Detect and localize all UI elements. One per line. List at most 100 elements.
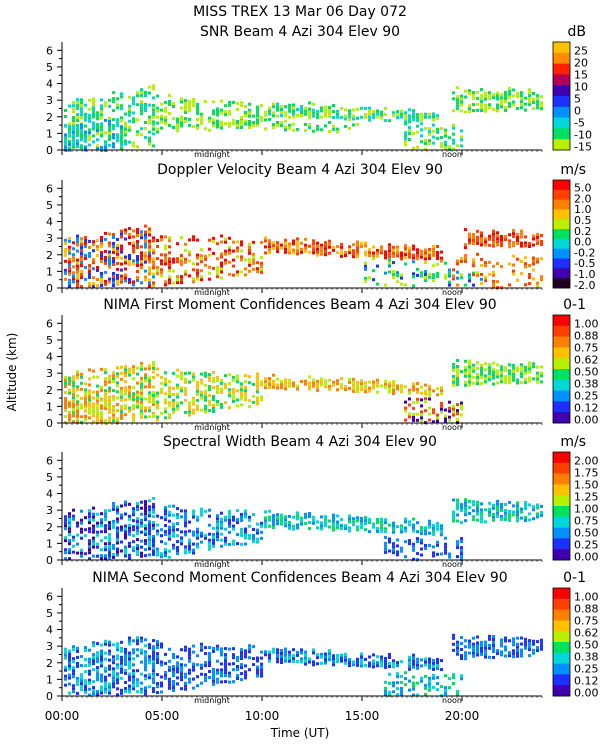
- data-cell: [364, 267, 367, 271]
- data-cell: [516, 369, 519, 373]
- y-tick-label: 5: [46, 607, 53, 620]
- data-cell: [144, 376, 147, 380]
- data-cell: [536, 241, 539, 245]
- data-cell: [208, 664, 211, 667]
- data-cell: [480, 652, 483, 656]
- data-cell: [532, 98, 535, 101]
- data-cell: [272, 523, 275, 527]
- data-cell: [80, 676, 83, 680]
- data-cell: [308, 126, 311, 130]
- data-cell: [540, 365, 543, 369]
- data-cell: [532, 508, 535, 512]
- data-cell: [212, 526, 215, 530]
- data-cell: [168, 665, 171, 669]
- data-cell: [216, 677, 219, 681]
- data-cell: [284, 518, 287, 522]
- data-cell: [244, 533, 247, 537]
- data-cell: [324, 241, 327, 245]
- data-cell: [528, 276, 531, 279]
- data-cell: [528, 376, 531, 380]
- data-cell: [120, 232, 123, 236]
- colorbar-tick-label: -2.0: [574, 279, 595, 292]
- data-cell: [424, 686, 427, 690]
- data-cell: [516, 642, 519, 646]
- data-cell: [80, 688, 83, 692]
- data-cell: [64, 415, 67, 418]
- data-cell: [224, 656, 227, 660]
- data-cell: [72, 411, 75, 415]
- data-cell: [468, 279, 471, 283]
- data-cell: [228, 121, 231, 125]
- data-cell: [164, 530, 167, 534]
- data-cell: [72, 139, 75, 143]
- data-cell: [128, 684, 131, 688]
- data-cell: [168, 416, 171, 420]
- data-cell: [412, 253, 415, 257]
- data-cell: [108, 241, 111, 245]
- data-cell: [272, 520, 275, 524]
- colorbar-swatch: [553, 390, 570, 402]
- data-cell: [140, 245, 143, 249]
- data-cell: [148, 676, 151, 680]
- data-cell: [184, 521, 187, 525]
- data-cell: [540, 638, 543, 642]
- data-cell: [468, 104, 471, 108]
- data-cell: [196, 386, 199, 390]
- data-cell: [148, 385, 151, 389]
- data-cell: [172, 126, 175, 129]
- data-cell: [516, 257, 519, 261]
- data-cell: [92, 668, 95, 672]
- data-cell: [180, 509, 183, 513]
- data-cell: [304, 123, 307, 126]
- data-cell: [316, 127, 319, 131]
- data-cell: [148, 529, 151, 533]
- y-tick-label: 0: [46, 282, 53, 295]
- data-cell: [480, 366, 483, 370]
- data-cell: [424, 663, 427, 667]
- data-cell: [360, 385, 363, 389]
- data-cell: [228, 521, 231, 525]
- data-cell: [120, 395, 123, 399]
- data-cell: [412, 115, 415, 119]
- data-cell: [236, 101, 239, 105]
- data-cell: [164, 548, 167, 552]
- data-cell: [76, 370, 79, 374]
- data-cell: [176, 281, 179, 285]
- data-cell: [296, 243, 299, 247]
- data-cell: [308, 527, 311, 530]
- data-cell: [152, 648, 155, 652]
- data-cell: [432, 529, 435, 533]
- data-cell: [284, 247, 287, 251]
- colorbar-swatch: [553, 598, 570, 610]
- data-cell: [232, 375, 235, 379]
- data-cell: [520, 363, 523, 367]
- data-cell: [420, 391, 423, 395]
- data-cell: [468, 651, 471, 655]
- data-cell: [228, 272, 231, 276]
- data-cell: [524, 265, 527, 269]
- data-cell: [152, 657, 155, 661]
- data-cell: [68, 146, 71, 150]
- data-cell: [356, 387, 359, 390]
- data-cell: [136, 396, 139, 400]
- data-cell: [316, 526, 319, 530]
- data-cell: [424, 112, 427, 116]
- data-cell: [136, 508, 139, 512]
- data-cell: [476, 653, 479, 657]
- data-cell: [224, 515, 227, 519]
- data-cell: [540, 257, 543, 261]
- data-cell: [456, 359, 459, 362]
- data-cell: [284, 387, 287, 391]
- data-cell: [412, 132, 415, 135]
- data-cell: [84, 244, 87, 248]
- data-cell: [108, 416, 111, 420]
- data-cell: [104, 527, 107, 531]
- data-cell: [144, 515, 147, 519]
- data-cell: [388, 690, 391, 694]
- data-cell: [496, 262, 499, 266]
- data-cell: [440, 659, 443, 663]
- data-cell: [360, 115, 363, 119]
- data-cell: [216, 119, 219, 123]
- data-cell: [528, 245, 531, 248]
- data-cell: [164, 121, 167, 125]
